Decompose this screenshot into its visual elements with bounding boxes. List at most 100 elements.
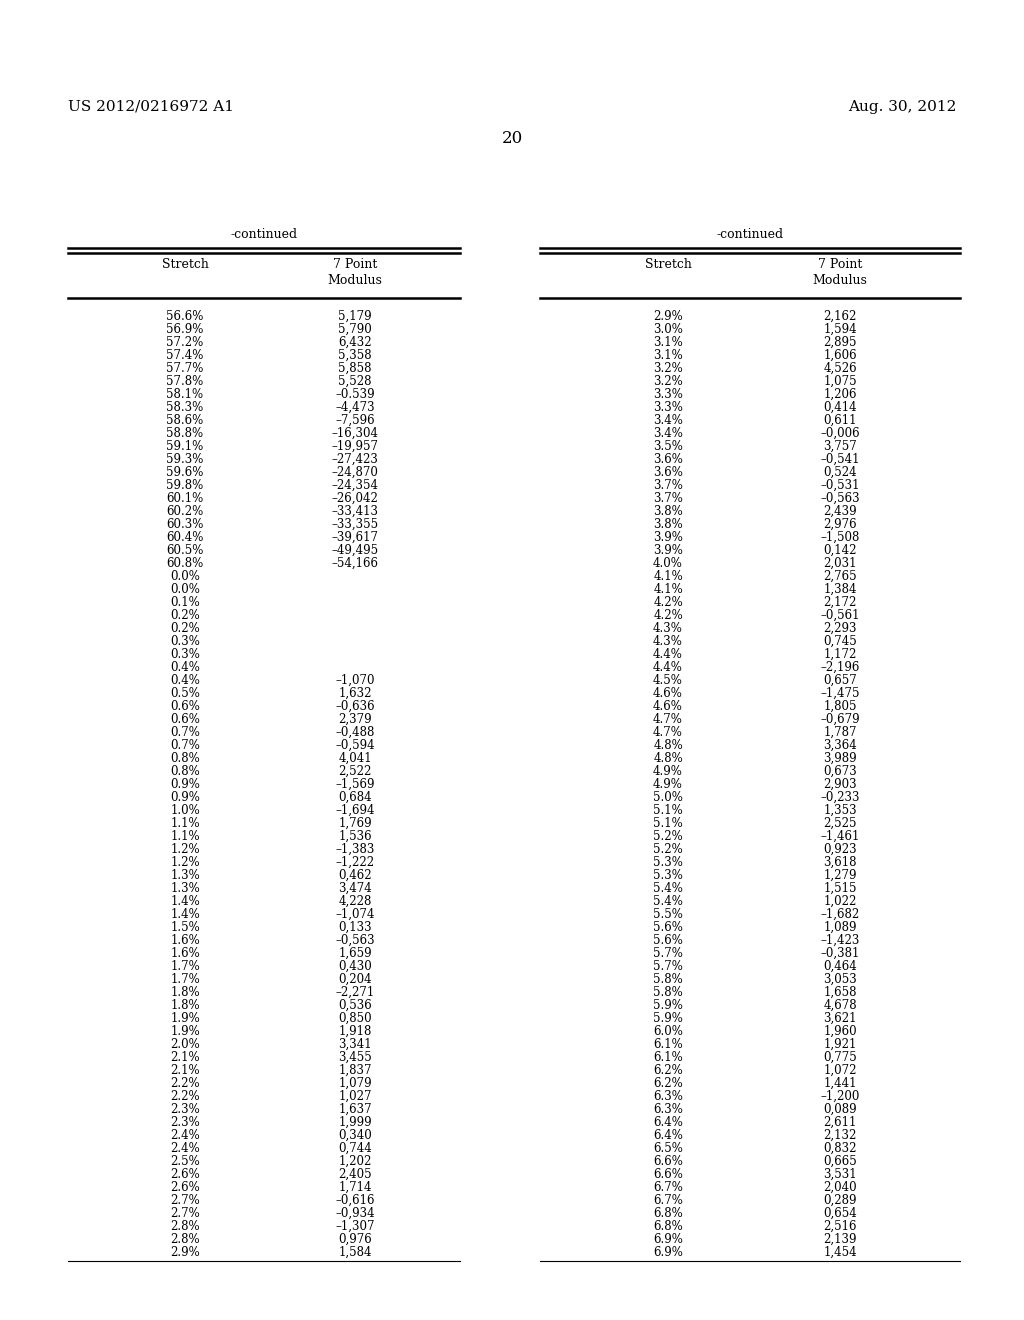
Text: 3.8%: 3.8% (653, 517, 683, 531)
Text: 2,405: 2,405 (338, 1168, 372, 1181)
Text: 6.5%: 6.5% (653, 1142, 683, 1155)
Text: 20: 20 (502, 129, 522, 147)
Text: Aug. 30, 2012: Aug. 30, 2012 (848, 100, 956, 114)
Text: 4.5%: 4.5% (653, 675, 683, 686)
Text: 2,525: 2,525 (823, 817, 857, 830)
Text: 5,179: 5,179 (338, 310, 372, 323)
Text: 0,665: 0,665 (823, 1155, 857, 1168)
Text: –1,200: –1,200 (820, 1090, 860, 1104)
Text: 4,678: 4,678 (823, 999, 857, 1012)
Text: 1,787: 1,787 (823, 726, 857, 739)
Text: 5.2%: 5.2% (653, 830, 683, 843)
Text: 6.3%: 6.3% (653, 1090, 683, 1104)
Text: 4.0%: 4.0% (653, 557, 683, 570)
Text: –33,413: –33,413 (332, 506, 379, 517)
Text: –0,594: –0,594 (335, 739, 375, 752)
Text: 4.2%: 4.2% (653, 597, 683, 609)
Text: 0,673: 0,673 (823, 766, 857, 777)
Text: 0.6%: 0.6% (170, 700, 200, 713)
Text: 0.9%: 0.9% (170, 777, 200, 791)
Text: –0,563: –0,563 (820, 492, 860, 506)
Text: 7 Point
Modulus: 7 Point Modulus (813, 257, 867, 286)
Text: 0,611: 0,611 (823, 414, 857, 426)
Text: –0,563: –0,563 (335, 935, 375, 946)
Text: 1,079: 1,079 (338, 1077, 372, 1090)
Text: 2,139: 2,139 (823, 1233, 857, 1246)
Text: 5.3%: 5.3% (653, 869, 683, 882)
Text: 1,594: 1,594 (823, 323, 857, 337)
Text: 0,745: 0,745 (823, 635, 857, 648)
Text: 1.9%: 1.9% (170, 1012, 200, 1026)
Text: 0.3%: 0.3% (170, 648, 200, 661)
Text: 57.7%: 57.7% (166, 362, 204, 375)
Text: –19,957: –19,957 (332, 440, 379, 453)
Text: –1,070: –1,070 (335, 675, 375, 686)
Text: 1,384: 1,384 (823, 583, 857, 597)
Text: –33,355: –33,355 (332, 517, 379, 531)
Text: 2.9%: 2.9% (653, 310, 683, 323)
Text: –0,934: –0,934 (335, 1206, 375, 1220)
Text: 1,805: 1,805 (823, 700, 857, 713)
Text: 60.5%: 60.5% (166, 544, 204, 557)
Text: 1.8%: 1.8% (170, 999, 200, 1012)
Text: 1,637: 1,637 (338, 1104, 372, 1115)
Text: 1,714: 1,714 (338, 1181, 372, 1195)
Text: 3,757: 3,757 (823, 440, 857, 453)
Text: 2.1%: 2.1% (170, 1064, 200, 1077)
Text: 6.1%: 6.1% (653, 1038, 683, 1051)
Text: 6.6%: 6.6% (653, 1155, 683, 1168)
Text: 58.6%: 58.6% (166, 414, 204, 426)
Text: 1,918: 1,918 (338, 1026, 372, 1038)
Text: 2.4%: 2.4% (170, 1129, 200, 1142)
Text: 2.4%: 2.4% (170, 1142, 200, 1155)
Text: 1.5%: 1.5% (170, 921, 200, 935)
Text: 4.1%: 4.1% (653, 583, 683, 597)
Text: –0,531: –0,531 (820, 479, 860, 492)
Text: 2.7%: 2.7% (170, 1195, 200, 1206)
Text: 0,976: 0,976 (338, 1233, 372, 1246)
Text: 59.6%: 59.6% (166, 466, 204, 479)
Text: 6,432: 6,432 (338, 337, 372, 348)
Text: 0,657: 0,657 (823, 675, 857, 686)
Text: 7 Point
Modulus: 7 Point Modulus (328, 257, 382, 286)
Text: 1,441: 1,441 (823, 1077, 857, 1090)
Text: 56.6%: 56.6% (166, 310, 204, 323)
Text: 2.0%: 2.0% (170, 1038, 200, 1051)
Text: 4.7%: 4.7% (653, 713, 683, 726)
Text: 4.4%: 4.4% (653, 661, 683, 675)
Text: 1.4%: 1.4% (170, 895, 200, 908)
Text: 1,353: 1,353 (823, 804, 857, 817)
Text: 0,133: 0,133 (338, 921, 372, 935)
Text: 57.4%: 57.4% (166, 348, 204, 362)
Text: 0.3%: 0.3% (170, 635, 200, 648)
Text: 3,474: 3,474 (338, 882, 372, 895)
Text: –0,006: –0,006 (820, 426, 860, 440)
Text: 3.8%: 3.8% (653, 506, 683, 517)
Text: –0,616: –0,616 (335, 1195, 375, 1206)
Text: 0.2%: 0.2% (170, 609, 200, 622)
Text: -continued: -continued (230, 228, 298, 242)
Text: 1.3%: 1.3% (170, 869, 200, 882)
Text: 6.6%: 6.6% (653, 1168, 683, 1181)
Text: 59.8%: 59.8% (166, 479, 204, 492)
Text: 4.6%: 4.6% (653, 700, 683, 713)
Text: 2,379: 2,379 (338, 713, 372, 726)
Text: 2,895: 2,895 (823, 337, 857, 348)
Text: 2.1%: 2.1% (170, 1051, 200, 1064)
Text: 58.3%: 58.3% (166, 401, 204, 414)
Text: 4.2%: 4.2% (653, 609, 683, 622)
Text: 4.9%: 4.9% (653, 777, 683, 791)
Text: 3.9%: 3.9% (653, 531, 683, 544)
Text: –24,354: –24,354 (332, 479, 379, 492)
Text: 6.1%: 6.1% (653, 1051, 683, 1064)
Text: 4,228: 4,228 (338, 895, 372, 908)
Text: 57.2%: 57.2% (166, 337, 204, 348)
Text: 3,053: 3,053 (823, 973, 857, 986)
Text: 2,611: 2,611 (823, 1115, 857, 1129)
Text: 2,903: 2,903 (823, 777, 857, 791)
Text: 6.8%: 6.8% (653, 1220, 683, 1233)
Text: 2,031: 2,031 (823, 557, 857, 570)
Text: 58.1%: 58.1% (167, 388, 204, 401)
Text: 59.3%: 59.3% (166, 453, 204, 466)
Text: –0,381: –0,381 (820, 946, 860, 960)
